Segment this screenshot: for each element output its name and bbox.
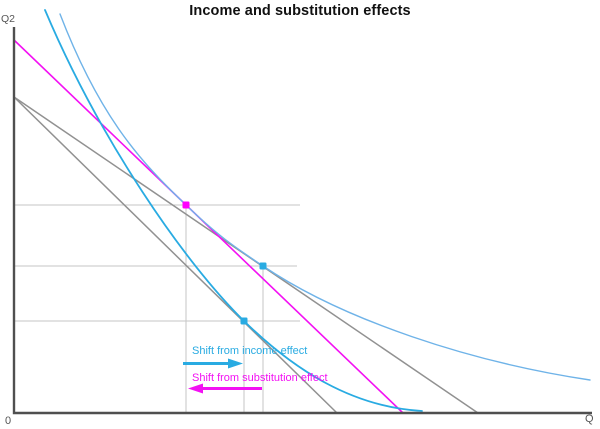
- original-bundle-point: [259, 262, 267, 270]
- x-axis-label: Q: [585, 413, 594, 425]
- indifference-curve-lower: [44, 9, 423, 412]
- axes: [12, 27, 592, 415]
- chart-title: Income and substitution effects: [189, 3, 411, 19]
- new-budget-line: [13, 96, 338, 414]
- compensated-bundle-point: [182, 201, 190, 209]
- substitution-effect-label: Shift from substitution effect: [192, 372, 328, 384]
- substitution-effect-arrow-head: [188, 383, 203, 394]
- y-axis-label: Q2: [1, 13, 16, 25]
- income-effect-arrow-head: [228, 358, 243, 369]
- income-effect-label: Shift from income effect: [192, 345, 308, 357]
- indifference-curve-upper: [59, 13, 591, 381]
- origin-tick-label: 0: [5, 415, 12, 427]
- new-bundle-point: [240, 317, 248, 325]
